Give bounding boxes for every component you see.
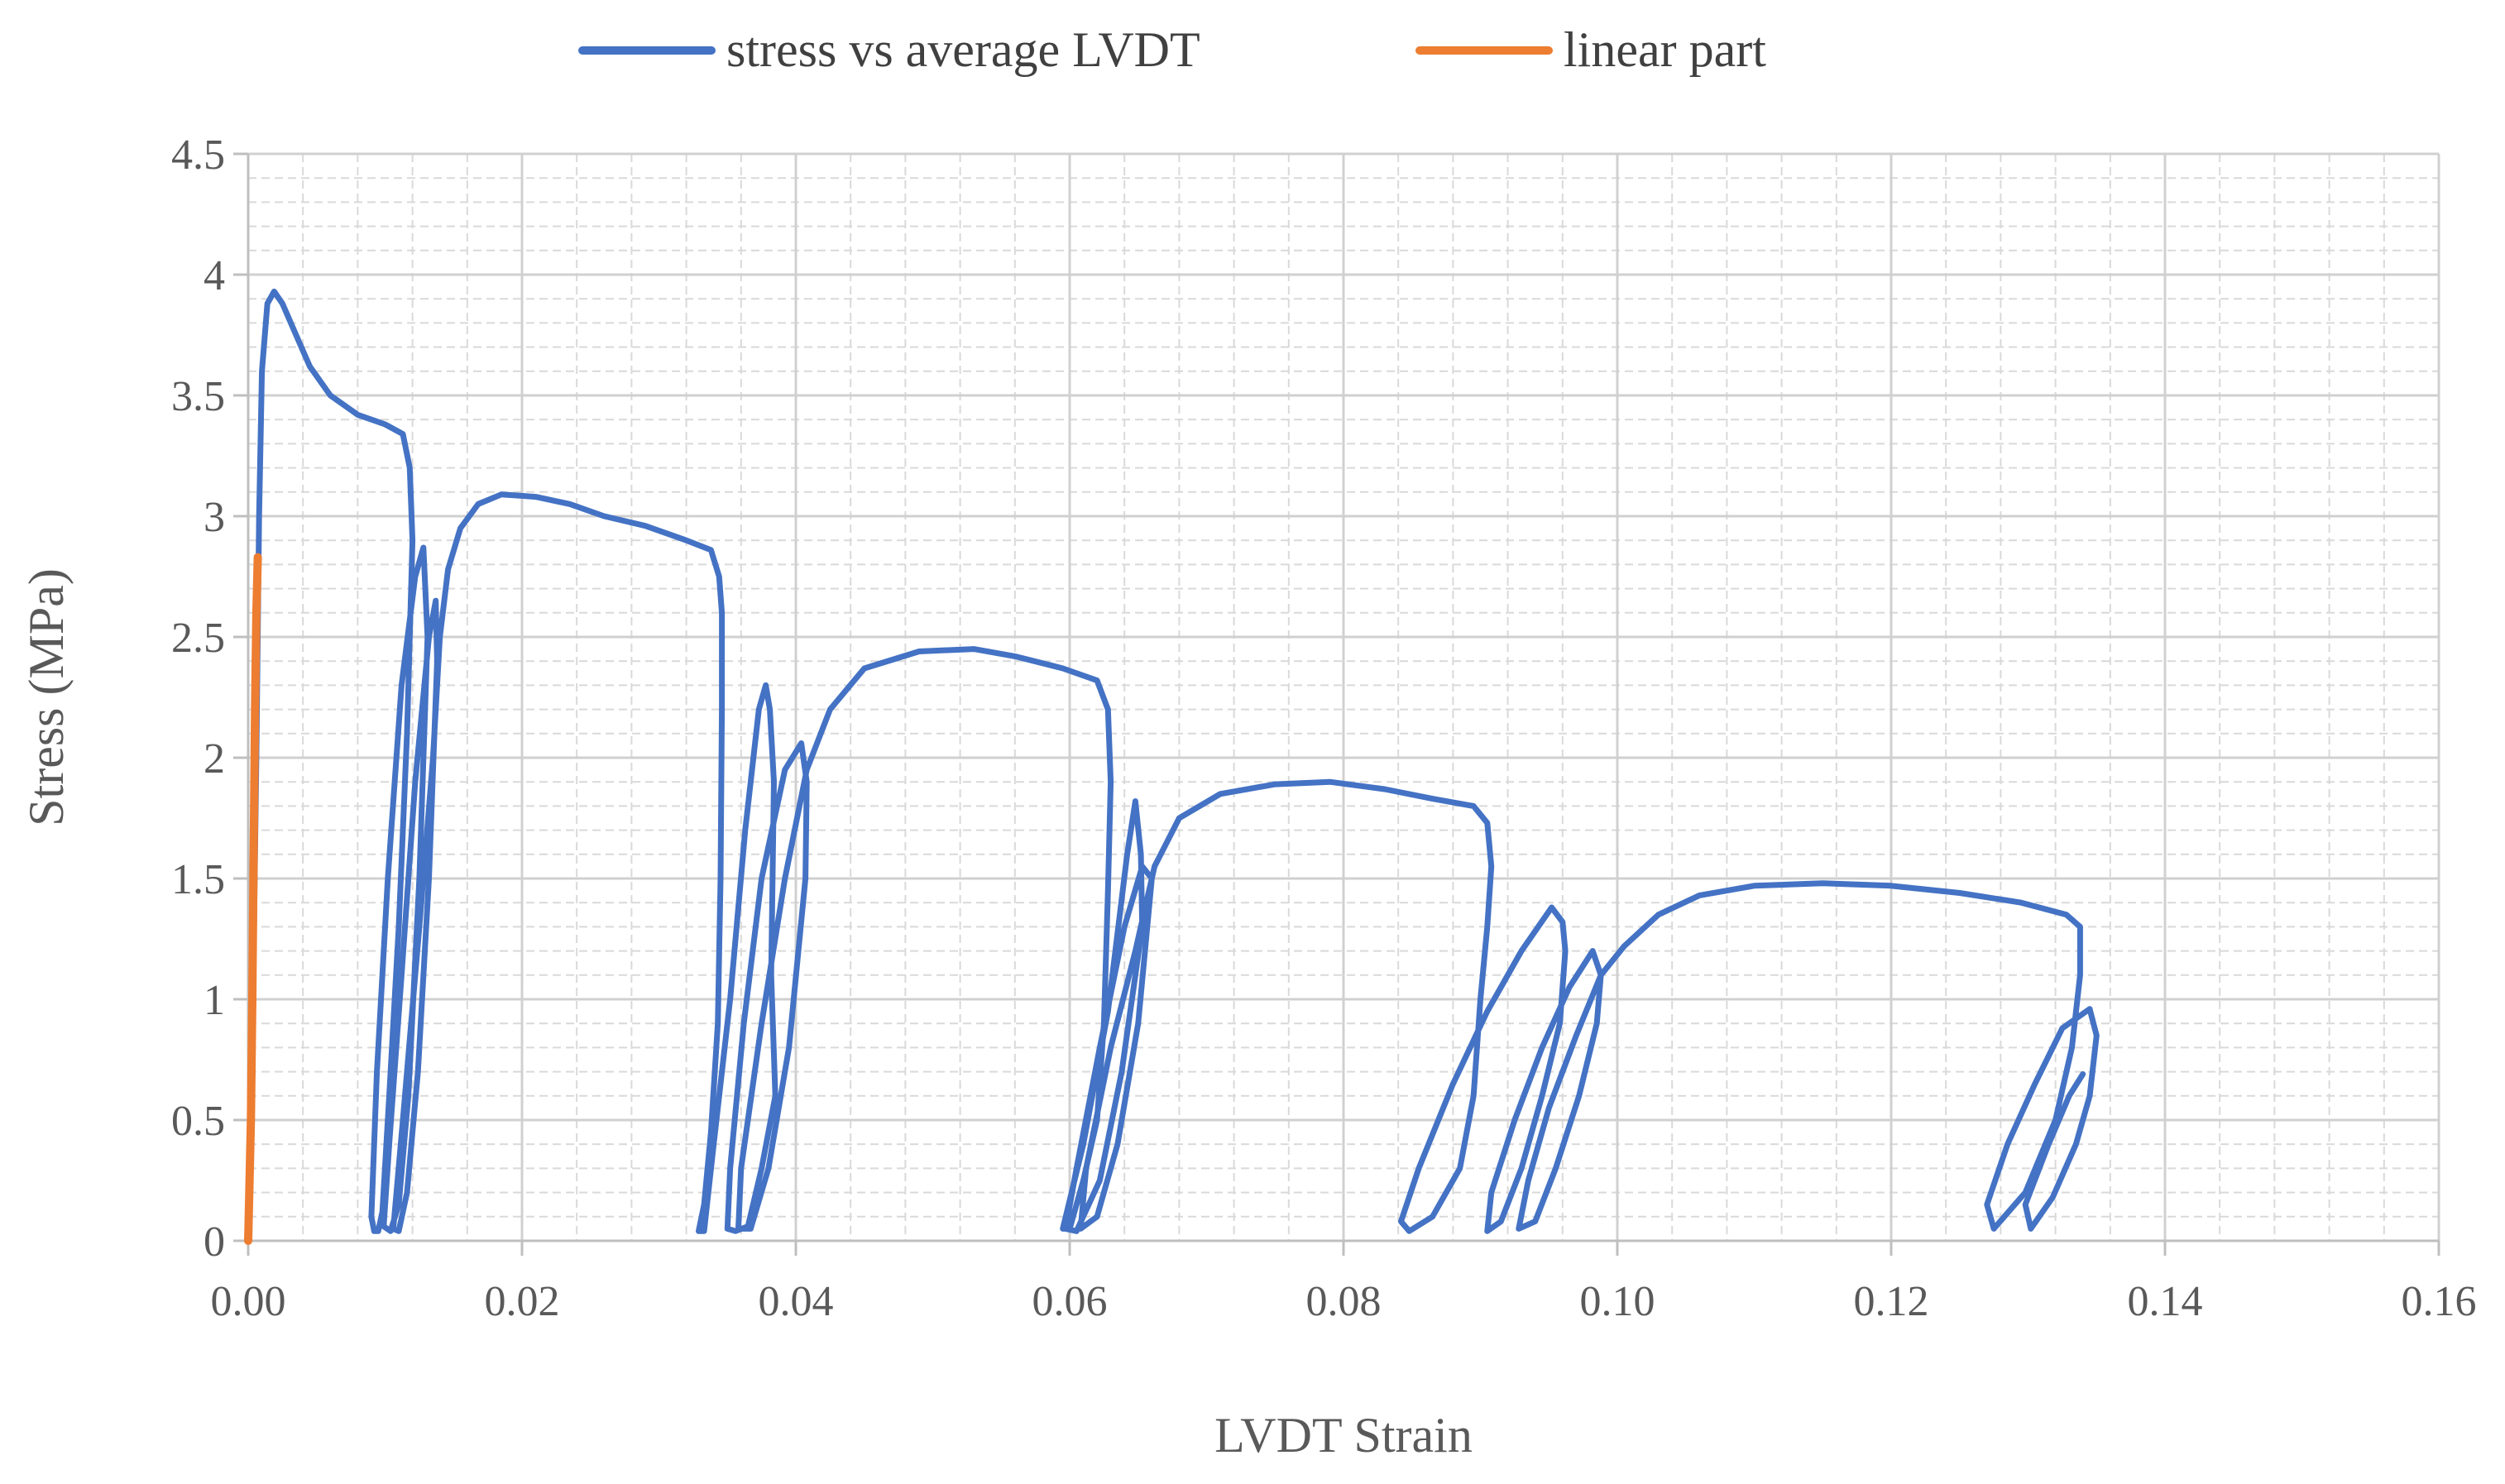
x-tick-label: 0.02 <box>485 1278 560 1325</box>
x-tick-label: 0.04 <box>759 1278 834 1325</box>
x-tick-label: 0.14 <box>2128 1278 2203 1325</box>
y-tick-label: 0.5 <box>171 1098 225 1145</box>
x-tick-label: 0.06 <box>1032 1278 1108 1325</box>
y-tick-label: 2 <box>204 735 225 783</box>
series-line-linear <box>244 553 262 1245</box>
y-tick-label: 4.5 <box>171 132 225 179</box>
x-tick-label: 0.00 <box>211 1278 286 1325</box>
legend-label-stress: stress vs average LVDT <box>726 22 1200 77</box>
legend-label-linear: linear part <box>1564 22 1766 77</box>
x-ticks: 0.00 0.02 0.04 0.06 0.08 0.10 0.12 0.14 0.16 <box>211 1241 2477 1325</box>
grid-minor <box>248 154 2439 1241</box>
y-ticks: 0 0.5 1 1.5 2 2.5 3 3.5 4 4.5 <box>171 132 248 1266</box>
x-tick-label: 0.16 <box>2402 1278 2477 1325</box>
x-tick-label: 0.12 <box>1854 1278 1929 1325</box>
y-tick-label: 4 <box>204 252 225 299</box>
y-tick-label: 1.5 <box>171 856 225 903</box>
grid-major <box>248 152 2440 1241</box>
y-axis-title: Stress (MPa) <box>19 568 74 826</box>
y-tick-label: 3 <box>204 494 225 541</box>
series-layer <box>244 288 2100 1245</box>
x-tick-label: 0.10 <box>1580 1278 1655 1325</box>
legend: stress vs average LVDT linear part <box>578 22 1766 77</box>
y-tick-label: 0 <box>204 1218 225 1266</box>
x-tick-label: 0.08 <box>1306 1278 1382 1325</box>
y-tick-label: 3.5 <box>171 373 225 420</box>
y-tick-label: 1 <box>204 977 225 1024</box>
x-axis-title: LVDT Strain <box>1214 1408 1473 1462</box>
series-line-stress <box>245 288 2100 1244</box>
y-tick-label: 2.5 <box>171 615 225 662</box>
